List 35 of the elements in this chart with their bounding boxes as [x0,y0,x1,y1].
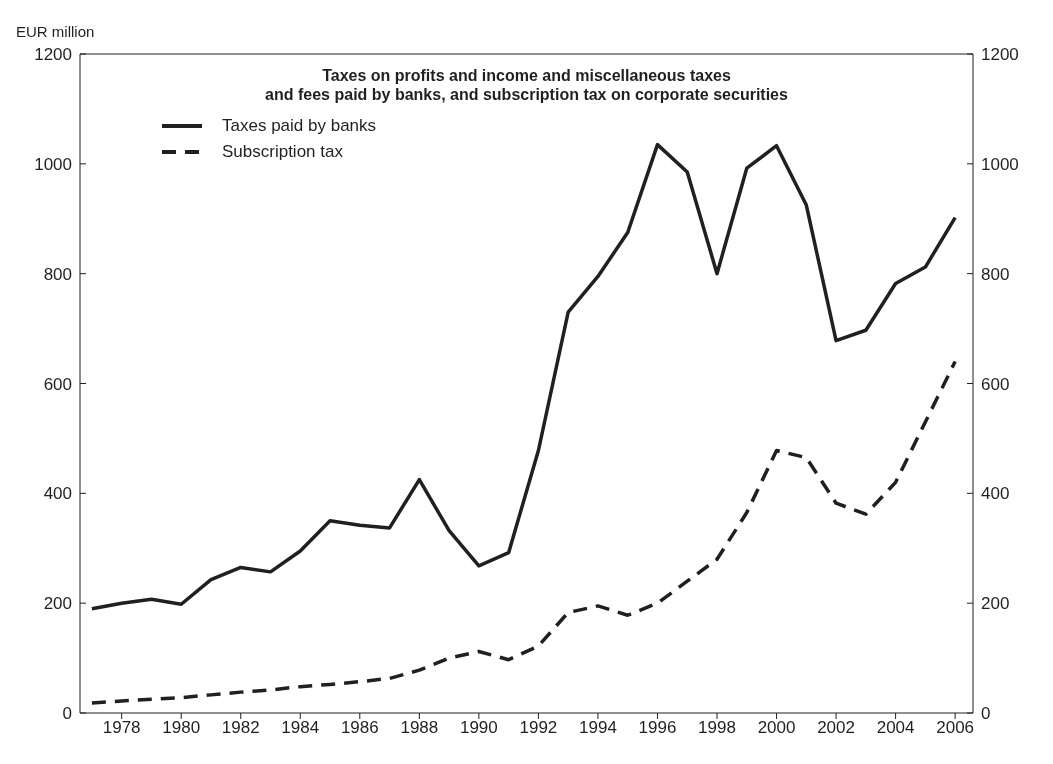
y2-tick-label: 600 [981,374,1010,394]
text: Taxes on profits and income and miscellaneous taxes and fees paid by banks, and subscription tax on corporate securities [265,67,788,103]
y-axis-title: EUR million [16,23,95,40]
x-tick-label: 1978 [102,718,141,738]
y2-tick-label: 200 [981,594,1010,614]
x-tick-label: 1980 [162,718,201,738]
x-tick-label: 1990 [459,718,498,738]
y-tick-label: 0 [62,704,72,724]
y-tick-label: 200 [43,594,72,614]
x-tick-label: 2002 [817,718,855,738]
y-tick-label: 1200 [34,45,72,65]
x-tick-label: 2006 [936,718,975,738]
y-tick-label: 600 [43,374,72,394]
y-tick-label: 1000 [34,154,72,174]
y2-tick-label: 1000 [981,154,1019,174]
y2-tick-label: 0 [981,704,991,724]
x-tick-label: 1992 [519,718,558,738]
x-tick-label: 1986 [340,718,379,738]
x-tick-label: 2004 [876,718,915,738]
y2-tick-label: 1200 [981,45,1019,65]
x-tick-label: 1998 [698,718,736,738]
x-tick-label: 1984 [281,718,320,738]
y2-tick-label: 800 [981,264,1010,284]
x-tick-label: 1982 [221,718,260,738]
line-series [90,359,957,705]
line-series [90,142,957,611]
y-tick-label: 800 [43,264,72,284]
legend-label: Subscription tax [222,142,343,162]
x-tick-label: 1996 [638,718,677,738]
x-tick-label: 2000 [757,718,796,738]
y2-tick-label: 400 [981,484,1010,504]
x-tick-label: 1994 [579,718,617,738]
legend-label: Taxes paid by banks [222,116,377,136]
y-tick-label: 400 [43,484,72,504]
x-tick-label: 1988 [400,718,439,738]
